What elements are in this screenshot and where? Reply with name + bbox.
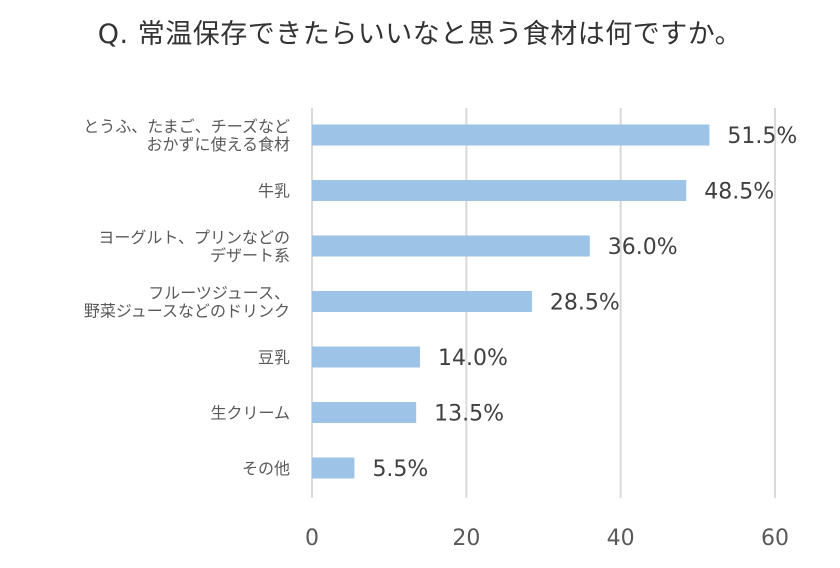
x-tick-label: 40 (607, 526, 635, 551)
x-tick-label: 60 (761, 526, 789, 551)
bar (312, 402, 417, 423)
category-label: 生クリーム (210, 404, 290, 423)
category-labels: とうふ、たまご、チーズなどおかずに使える食材牛乳ヨーグルト、プリンなどのデザート… (83, 117, 290, 478)
chart-title: Q. 常温保存できたらいいなと思う食材は何ですか。 (97, 19, 743, 50)
bar (312, 124, 710, 146)
bar (312, 346, 421, 368)
data-label: 14.0% (438, 346, 508, 371)
data-label: 48.5% (704, 180, 774, 205)
category-label: とうふ、たまご、チーズなどおかずに使える食材 (83, 117, 290, 154)
category-label: フルーツジュース、野菜ジュースなどのドリンク (84, 284, 290, 321)
category-label: 豆乳 (258, 348, 290, 367)
x-axis-ticks: 0 20 40 60 (305, 526, 789, 551)
bar (312, 457, 355, 479)
bar (312, 180, 687, 201)
x-tick-label: 0 (305, 526, 319, 551)
data-label: 28.5% (550, 291, 620, 316)
category-label: ヨーグルト、プリンなどのデザート系 (98, 228, 290, 265)
bar (312, 291, 532, 312)
data-label: 51.5% (727, 124, 797, 149)
data-labels: 51.5% 48.5% 36.0% 28.5% 14.0% 13.5% 5.5% (372, 124, 797, 482)
bar (312, 235, 590, 257)
category-label: 牛乳 (258, 182, 290, 201)
bars (312, 124, 710, 479)
x-tick-label: 20 (452, 526, 480, 551)
data-label: 5.5% (372, 457, 428, 482)
data-label: 13.5% (434, 402, 504, 427)
category-label: その他 (242, 459, 290, 478)
data-label: 36.0% (608, 235, 678, 260)
